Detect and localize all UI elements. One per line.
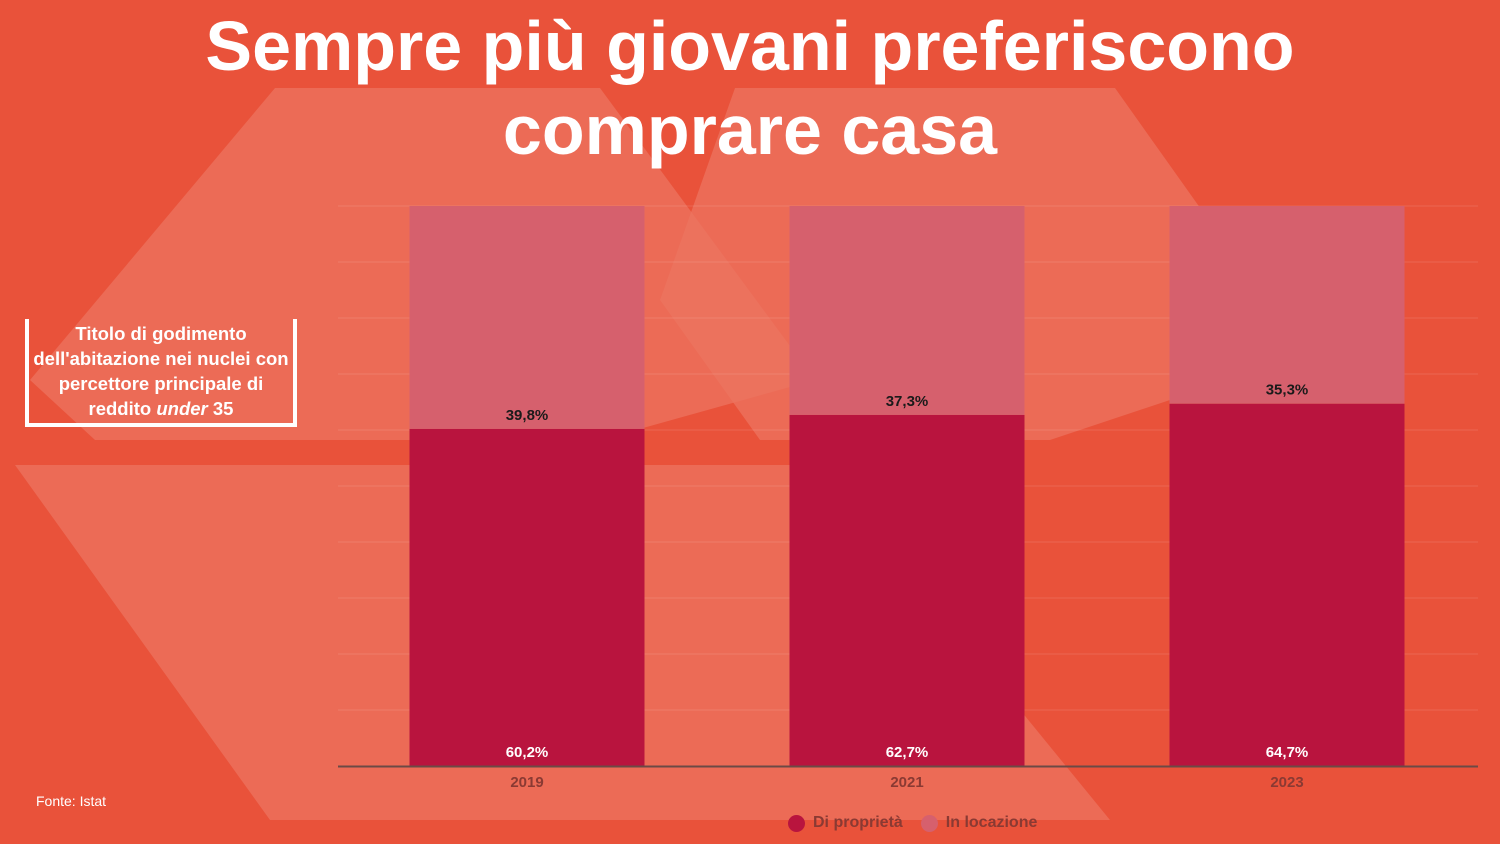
bar-rented-2021	[789, 206, 1025, 415]
legend-swatch-rented	[920, 814, 938, 832]
bar-rented-2023	[1169, 206, 1405, 404]
chart-subtitle-box: Titolo di godimento dell'abitazione nei …	[25, 319, 297, 427]
legend-item-owned: Di proprietà	[788, 814, 903, 832]
legend-label-owned: Di proprietà	[813, 814, 903, 831]
data-label-rented-2019: 39,8%	[506, 407, 549, 424]
source-note: Fonte: Istat	[36, 793, 107, 809]
bar-owned-2021	[789, 414, 1025, 766]
data-label-rented-2021: 37,3%	[886, 393, 929, 410]
data-label-owned-2023: 64,7%	[1266, 744, 1309, 761]
bar-owned-2019	[409, 428, 645, 766]
page-title-line-1: Sempre più giovani preferiscono	[205, 7, 1295, 85]
legend-label-rented: In locazione	[945, 814, 1038, 831]
data-label-owned-2021: 62,7%	[886, 744, 929, 761]
chart-legend: Di proprietà In locazione	[788, 814, 1037, 832]
data-label-rented-2023: 35,3%	[1266, 382, 1309, 399]
data-label-owned-2019: 60,2%	[506, 744, 549, 761]
page-title-line-2: comprare casa	[502, 91, 998, 169]
legend-item-rented: In locazione	[920, 814, 1038, 832]
legend-swatch-owned	[788, 814, 805, 832]
x-tick-label-2019: 2019	[510, 774, 543, 791]
bar-rented-2019	[409, 206, 645, 429]
x-tick-label-2021: 2021	[890, 774, 923, 791]
chart-subtitle-suffix: 35	[212, 398, 234, 419]
bar-owned-2023	[1169, 403, 1405, 766]
chart-subtitle-text: Titolo di godimento dell'abitazione nei …	[33, 323, 289, 419]
page-title: Sempre più giovani preferiscono comprare…	[0, 4, 1500, 172]
x-tick-label-2023: 2023	[1270, 774, 1303, 791]
chart-subtitle-italic: under	[156, 398, 208, 419]
